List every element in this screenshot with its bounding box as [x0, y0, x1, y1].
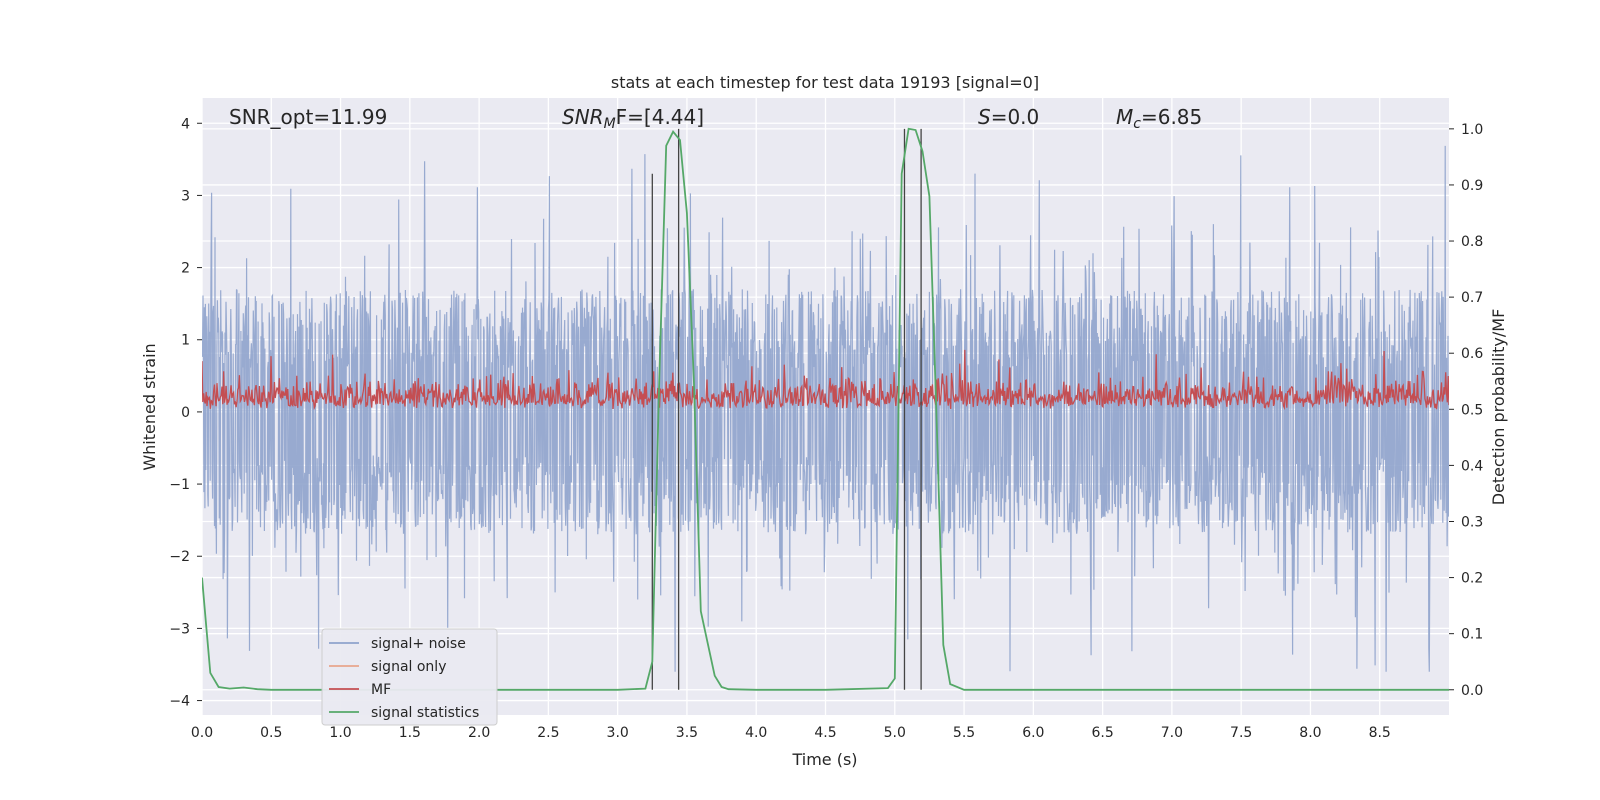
y-right-tick-label: 0.4 [1461, 458, 1483, 474]
annotation-snr-opt: SNR_opt=11.99 [229, 105, 387, 129]
y-right-tick-label: 0.8 [1461, 234, 1483, 250]
line-signal-noise [202, 145, 1449, 672]
x-axis-label: Time (s) [791, 750, 857, 769]
x-tick-label: 3.5 [676, 725, 698, 741]
y-right-tick-label: 0.2 [1461, 571, 1483, 587]
legend-label: signal only [371, 659, 446, 675]
x-axis-ticks: 0.0 0.5 1.0 1.5 2.0 2.5 3.0 3.5 4.0 4.5 5.0 5.5 6.0 6… [191, 725, 1391, 741]
series-signal-statistics [202, 127, 1449, 691]
y-right-tick-label: 0.5 [1461, 402, 1483, 418]
x-tick-label: 2.5 [537, 725, 559, 741]
legend-label: signal+ noise [371, 636, 466, 652]
y-axis-left-ticks: 4 3 2 1 0 −1 −2 −3 −4 [169, 116, 202, 710]
x-tick-label: 6.0 [1022, 725, 1044, 741]
series-signal-noise [202, 145, 1449, 672]
y-axis-right-ticks: 1.0 0.9 0.8 0.7 0.6 0.5 0.4 0.3 0.2 0.1 0.0 [1449, 122, 1483, 699]
annotation-s-symbol: S [978, 105, 991, 129]
y-left-tick-label: 0 [181, 405, 190, 421]
line-mf [202, 349, 1449, 411]
x-tick-label: 0.0 [191, 725, 213, 741]
legend-label: MF [371, 682, 391, 698]
y-left-tick-label: 1 [181, 333, 190, 349]
y-right-tick-label: 0.0 [1461, 683, 1483, 699]
x-tick-label: 7.5 [1230, 725, 1252, 741]
annotation-snr-mf-symbol: SNR [562, 105, 604, 129]
annotation-s-value: =0.0 [991, 105, 1040, 129]
vertical-lines [651, 128, 922, 690]
x-tick-label: 8.5 [1369, 725, 1391, 741]
y-right-tick-label: 0.6 [1461, 346, 1483, 362]
y-right-tick-label: 0.3 [1461, 514, 1483, 530]
x-tick-label: 3.0 [607, 725, 629, 741]
y-right-tick-label: 0.9 [1461, 178, 1483, 194]
chart-title: stats at each timestep for test data 191… [611, 73, 1039, 92]
legend: signal+ noise signal only MF signal statist… [321, 628, 498, 726]
line-signal-statistics [202, 127, 1449, 691]
x-tick-label: 5.0 [884, 725, 906, 741]
y-axis-left-label: Whitened strain [140, 343, 159, 470]
y-left-tick-label: 4 [181, 116, 190, 132]
y-right-tick-label: 1.0 [1461, 122, 1483, 138]
series-mf [202, 349, 1449, 411]
y-axis-right-label: Detection probability/MF [1489, 309, 1508, 506]
x-tick-label: 7.0 [1161, 725, 1183, 741]
annotation-snr-mf-subscript: M [604, 116, 616, 132]
y-left-tick-label: −3 [169, 621, 190, 637]
y-left-tick-label: −2 [169, 549, 190, 565]
x-tick-label: 6.5 [1091, 725, 1113, 741]
y-left-tick-label: −4 [169, 694, 190, 710]
annotation-mc-value: =6.85 [1141, 105, 1202, 129]
x-tick-label: 8.0 [1299, 725, 1321, 741]
y-left-tick-label: −1 [169, 477, 190, 493]
annotation-mc-subscript: c [1133, 116, 1141, 132]
legend-box [321, 628, 498, 726]
annotation-s: S=0.0 [978, 105, 1039, 129]
annotation-snr-mf: SNRMF=[4.44] [562, 105, 704, 132]
x-tick-label: 4.0 [745, 725, 767, 741]
plot-content [202, 127, 1449, 691]
annotation-mc: Mc=6.85 [1116, 105, 1202, 132]
y-right-tick-label: 0.1 [1461, 627, 1483, 643]
annotation-snr-mf-value: F=[4.44] [616, 105, 704, 129]
y-left-tick-label: 2 [181, 261, 190, 277]
x-tick-label: 0.5 [260, 725, 282, 741]
x-tick-label: 4.5 [814, 725, 836, 741]
x-tick-label: 2.0 [468, 725, 490, 741]
annotation-mc-symbol: M [1116, 105, 1133, 129]
y-left-tick-label: 3 [181, 188, 190, 204]
y-right-tick-label: 0.7 [1461, 290, 1483, 306]
x-tick-label: 5.5 [953, 725, 975, 741]
legend-label: signal statistics [371, 705, 479, 721]
x-tick-label: 1.0 [329, 725, 351, 741]
x-tick-label: 1.5 [399, 725, 421, 741]
